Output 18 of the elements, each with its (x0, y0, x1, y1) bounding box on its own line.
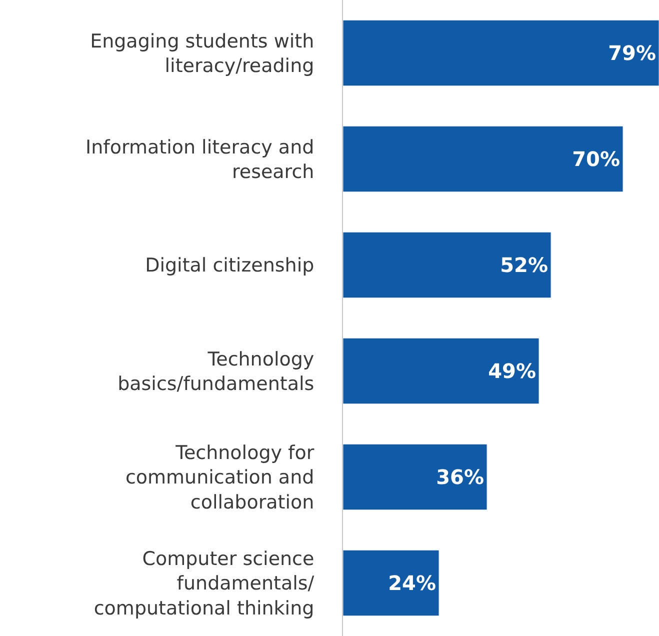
data-label: 52% (500, 253, 548, 277)
data-label: 70% (572, 147, 620, 171)
data-label: 79% (608, 41, 656, 65)
y-tick-label: Computer science fundamentals/ computational thinking (94, 548, 315, 620)
bar (343, 126, 624, 192)
y-tick-label: Technology basics/fundamentals (118, 348, 314, 395)
data-label: 24% (388, 571, 436, 595)
y-tick-label: Engaging students with literacy/reading (90, 30, 314, 77)
bar (343, 338, 540, 404)
bar (343, 232, 552, 298)
y-tick-label: Technology for communication and collaboration (125, 442, 314, 514)
bar (343, 444, 488, 510)
data-label: 36% (436, 465, 484, 489)
bar (343, 550, 440, 616)
y-tick-label: Digital citizenship (145, 254, 314, 277)
y-tick-label: Information literacy and research (86, 136, 314, 183)
data-label: 49% (488, 359, 536, 383)
bar (343, 20, 659, 86)
